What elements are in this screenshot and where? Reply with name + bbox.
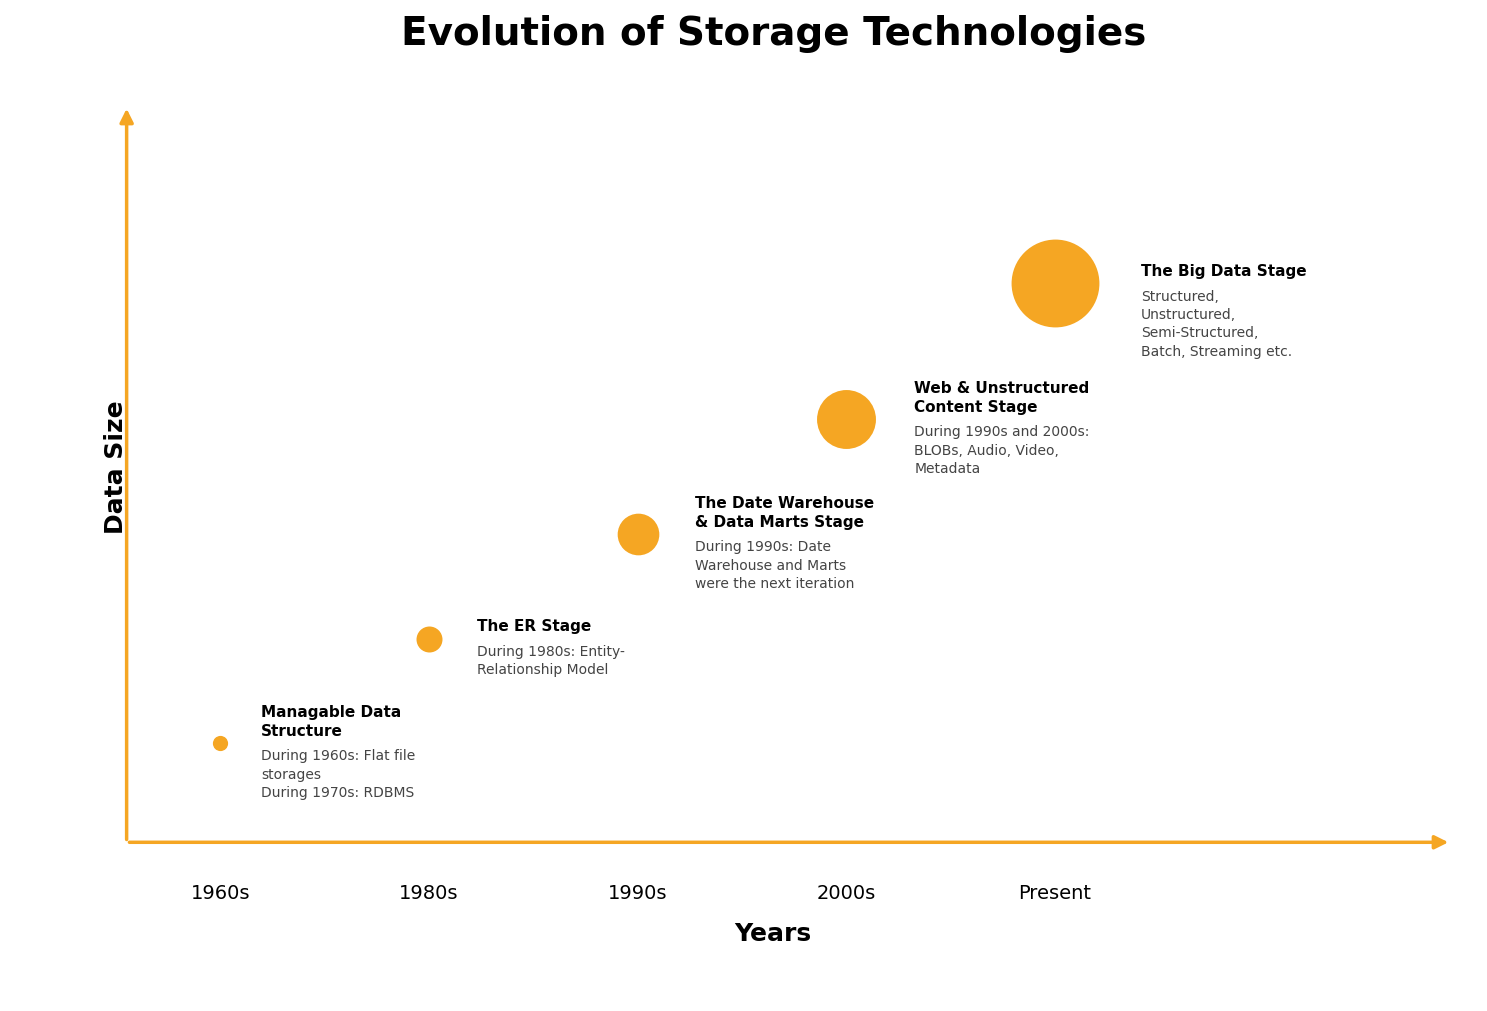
Point [208,735,232,751]
Text: The Date Warehouse
& Data Marts Stage: The Date Warehouse & Data Marts Stage [694,495,874,530]
X-axis label: Years: Years [735,921,812,945]
Point [834,411,858,428]
Text: The Big Data Stage: The Big Data Stage [1141,264,1307,279]
Text: During 1980s: Entity-
Relationship Model: During 1980s: Entity- Relationship Model [477,644,625,676]
Text: During 1960s: Flat file
storages
During 1970s: RDBMS: During 1960s: Flat file storages During … [262,748,415,800]
Text: During 1990s: Date
Warehouse and Marts
were the next iteration: During 1990s: Date Warehouse and Marts w… [694,540,855,590]
Text: Web & Unstructured
Content Stage: Web & Unstructured Content Stage [915,381,1090,415]
Text: Structured,
Unstructured,
Semi-Structured,
Batch, Streaming etc.: Structured, Unstructured, Semi-Structure… [1141,289,1292,359]
Text: During 1990s and 2000s:
BLOBs, Audio, Video,
Metadata: During 1990s and 2000s: BLOBs, Audio, Vi… [915,425,1090,476]
Text: Data Size: Data Size [104,400,128,534]
Title: Evolution of Storage Technologies: Evolution of Storage Technologies [400,15,1146,53]
Text: Managable Data
Structure: Managable Data Structure [262,705,401,738]
Point [626,527,650,543]
Point [418,631,442,647]
Point [1042,276,1066,292]
Text: The ER Stage: The ER Stage [477,619,590,634]
